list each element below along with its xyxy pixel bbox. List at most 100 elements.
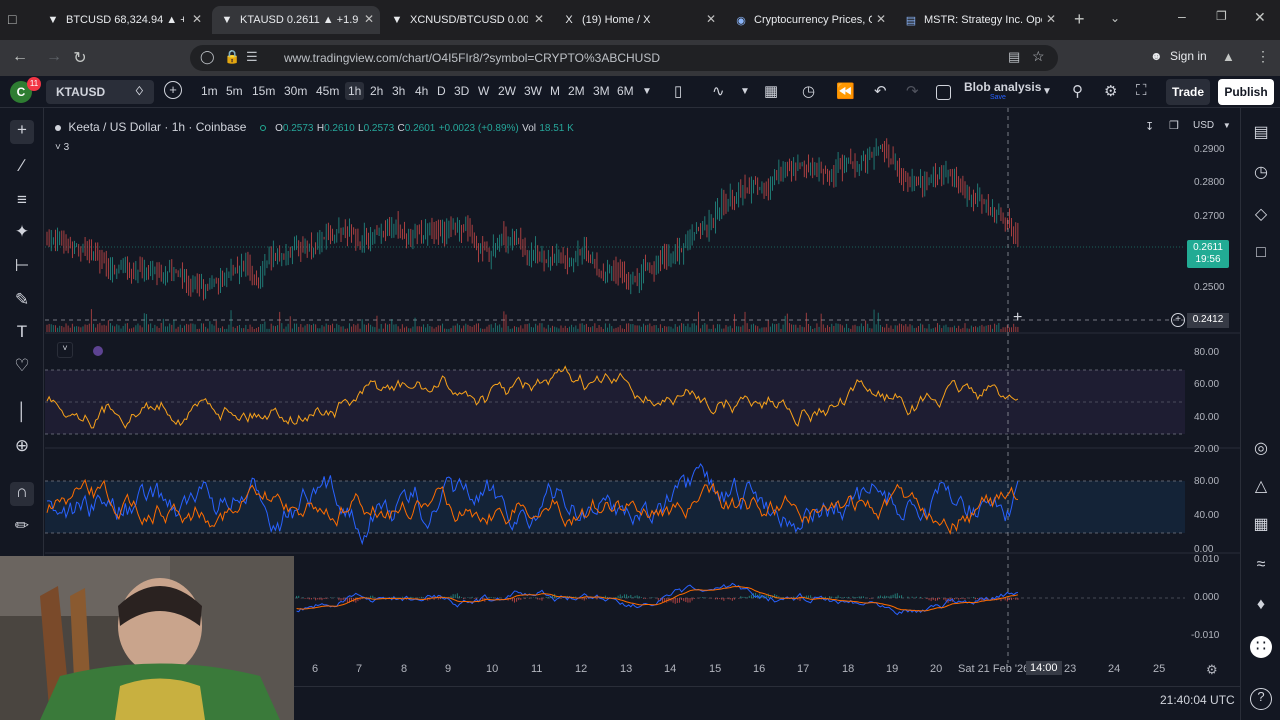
fullscreen-icon[interactable]: ⛶ — [1136, 82, 1147, 99]
close-window-icon[interactable]: ✕ — [1254, 9, 1266, 25]
layers-icon[interactable]: ◇ — [1254, 206, 1268, 223]
timeframe-5m[interactable]: 5m — [226, 84, 243, 98]
candles-icon[interactable]: ▯ — [674, 83, 683, 100]
timeframe-D[interactable]: D — [437, 84, 446, 98]
timeframe-45m[interactable]: 45m — [316, 84, 340, 98]
close-icon[interactable]: ✕ — [533, 12, 544, 26]
forward-icon[interactable]: → — [46, 48, 62, 65]
close-icon[interactable]: ✕ — [1045, 12, 1056, 26]
indicators-icon[interactable]: ∿ — [712, 83, 725, 100]
timeframe-30m[interactable]: 30m — [284, 84, 308, 98]
timeframe-1h[interactable]: 1h — [345, 82, 365, 100]
browser-tab-active[interactable]: ▼ KTAUSD 0.2611 ▲ +1.91% B ✕ — [212, 6, 380, 34]
reload-icon[interactable]: ↻ — [73, 50, 87, 67]
layout-checkbox[interactable] — [936, 85, 951, 100]
settings-gear-icon[interactable]: ⚙ — [1104, 83, 1118, 100]
utc-clock[interactable]: 21:40:04 UTC — [1160, 693, 1235, 707]
menu-icon[interactable]: ⋮ — [1256, 48, 1270, 64]
timeframe-1m[interactable]: 1m — [201, 84, 218, 98]
fib-icon[interactable]: ≡ — [17, 190, 27, 209]
redo-icon[interactable]: ↷ — [906, 83, 919, 100]
time-axis-settings-icon[interactable]: ⚙ — [1206, 662, 1218, 677]
alerts-clock-icon[interactable]: ◷ — [1254, 164, 1268, 181]
trade-button[interactable]: Trade — [1166, 79, 1210, 105]
help-icon[interactable]: ? — [1250, 688, 1272, 710]
chevron-down-icon[interactable]: ⌄ — [1110, 11, 1121, 25]
back-icon[interactable]: ← — [12, 48, 28, 65]
install-app-icon[interactable]: ▤ — [1008, 49, 1021, 64]
text-icon[interactable]: T — [16, 322, 28, 341]
calendar-icon[interactable]: ▦ — [1253, 516, 1269, 533]
site-settings-icon[interactable]: ☰ — [246, 49, 258, 64]
timeframe-4h[interactable]: 4h — [415, 84, 429, 98]
timeframe-2W[interactable]: 2W — [498, 84, 516, 98]
currency-select[interactable]: USD ▼ — [1193, 120, 1231, 131]
close-icon[interactable]: ✕ — [705, 12, 716, 26]
target-icon[interactable]: ◎ — [1254, 440, 1268, 457]
undo-icon[interactable]: ↶ — [874, 83, 887, 100]
replay-icon[interactable]: ⏪ — [836, 83, 855, 100]
apps-grid-icon[interactable]: ∷ — [1250, 636, 1272, 658]
symbol-options-icon[interactable]: ♢ — [134, 84, 145, 98]
timeframe-3D[interactable]: 3D — [454, 84, 470, 98]
publish-button[interactable]: Publish — [1218, 79, 1274, 105]
bookmark-star-icon[interactable]: ☆ — [1032, 48, 1045, 64]
tab-search-icon[interactable]: □ — [8, 11, 17, 27]
zoom-icon[interactable]: ⊕ — [14, 436, 30, 455]
chat-icon[interactable]: □ — [1256, 244, 1266, 261]
quick-search-icon[interactable]: ⚲ — [1072, 83, 1083, 100]
ruler-icon[interactable]: │ — [16, 402, 28, 421]
timeframe-15m[interactable]: 15m — [252, 84, 276, 98]
browser-tab[interactable]: ▼ XCNUSD/BTCUSD 0.00000 ▼ ✕ — [382, 6, 550, 34]
legend-title[interactable]: Keeta / US Dollar · 1h · Coinbase — [68, 120, 247, 134]
minimize-icon[interactable]: – — [1178, 8, 1186, 24]
brush-icon[interactable]: ✎ — [14, 290, 30, 309]
download-icon[interactable]: ↧ — [1145, 121, 1155, 133]
timeframe-6M[interactable]: 6M — [617, 84, 634, 98]
heart-icon[interactable]: ♡ — [14, 356, 30, 375]
bell-icon[interactable]: ♦ — [1256, 596, 1266, 613]
auto-scale-icon[interactable]: ❒ — [1169, 120, 1179, 132]
avatar[interactable]: C — [10, 81, 32, 103]
trendline-icon[interactable]: ∕ — [20, 156, 24, 175]
close-icon[interactable]: ✕ — [363, 12, 374, 26]
magnet-icon[interactable]: ∩ — [10, 482, 34, 506]
browser-tab[interactable]: ▤ MSTR: Strategy Inc. Open In ✕ — [896, 6, 1062, 34]
omnibox[interactable]: ◯ 🔒 ☰ www.tradingview.com/chart/O4I5FIr8… — [190, 45, 1058, 71]
url-text[interactable]: www.tradingview.com/chart/O4I5FIr8/?symb… — [284, 51, 661, 65]
timeframe-3h[interactable]: 3h — [392, 84, 406, 98]
browser-tab[interactable]: X (19) Home / X ✕ — [554, 6, 722, 34]
lock-icon[interactable]: 🔒 — [224, 49, 241, 64]
browser-tab[interactable]: ◉ Cryptocurrency Prices, Char ✕ — [726, 6, 892, 34]
forecast-icon[interactable]: ⊢ — [14, 256, 30, 275]
close-icon[interactable]: ✕ — [875, 12, 886, 26]
restore-icon[interactable]: ❐ — [1216, 9, 1227, 23]
profile-signin[interactable]: ☻ Sign in — [1150, 49, 1207, 63]
pattern-icon[interactable]: ✦ — [14, 222, 30, 241]
chevron-down-icon[interactable]: ▼ — [642, 86, 652, 97]
crosshair-icon[interactable]: + — [10, 120, 34, 144]
compare-add-icon[interactable]: + — [164, 81, 182, 99]
timeframe-3W[interactable]: 3W — [524, 84, 542, 98]
symbol-search[interactable]: KTAUSD ♢ — [46, 80, 154, 104]
lock-drawings-icon[interactable]: ✏ — [14, 516, 30, 535]
browser-tab[interactable]: ▼ BTCUSD 68,324.94 ▲ +0.46% ✕ — [38, 6, 208, 34]
new-tab-icon[interactable]: + — [1074, 9, 1085, 29]
layout-name[interactable]: Blob analysis — [964, 80, 1042, 94]
indicator-collapse[interactable]: ˅ 3 — [55, 142, 69, 153]
layout-save-label[interactable]: Save — [990, 94, 1006, 101]
timeframe-2h[interactable]: 2h — [370, 84, 384, 98]
add-alert-icon[interactable]: + — [1171, 313, 1185, 327]
pane-collapse-button[interactable]: ˅ — [57, 342, 73, 358]
watchlist-icon[interactable]: ▤ — [1253, 124, 1269, 141]
chevron-down-icon[interactable]: ▼ — [1042, 86, 1052, 97]
close-icon[interactable]: ✕ — [191, 12, 202, 26]
ideas-icon[interactable]: △ — [1254, 478, 1268, 495]
extensions-icon[interactable]: ▲ — [1222, 49, 1235, 64]
timeframe-3M[interactable]: 3M — [593, 84, 610, 98]
timeframe-2M[interactable]: 2M — [568, 84, 585, 98]
alert-icon[interactable]: ◷ — [802, 83, 816, 100]
templates-icon[interactable]: ▦ — [764, 83, 779, 100]
chevron-down-icon[interactable]: ▼ — [740, 86, 750, 97]
signal-icon[interactable]: ≈ — [1256, 556, 1266, 573]
